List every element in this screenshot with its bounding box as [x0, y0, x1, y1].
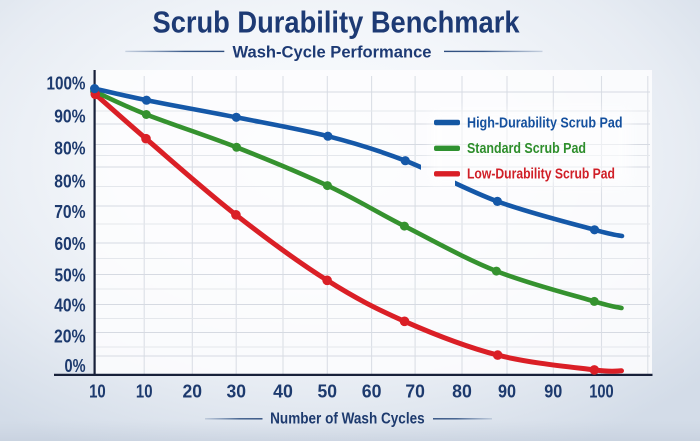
svg-text:10: 10	[89, 381, 106, 402]
svg-text:70: 70	[405, 381, 425, 402]
svg-text:40: 40	[273, 381, 293, 402]
svg-text:40%: 40%	[54, 295, 85, 316]
svg-text:20%: 20%	[54, 326, 86, 347]
svg-text:100%: 100%	[47, 72, 86, 93]
svg-text:Scrub Durability Benchmark: Scrub Durability Benchmark	[153, 5, 521, 40]
svg-text:High-Durability Scrub Pad: High-Durability Scrub Pad	[467, 114, 623, 131]
svg-text:60: 60	[362, 381, 382, 402]
svg-text:70%: 70%	[54, 201, 85, 222]
svg-text:80: 80	[452, 381, 472, 402]
svg-text:90%: 90%	[54, 105, 85, 126]
svg-text:20: 20	[183, 381, 203, 402]
svg-text:50%: 50%	[55, 265, 86, 286]
svg-text:100: 100	[589, 381, 613, 402]
svg-text:30: 30	[226, 381, 246, 402]
svg-text:60%: 60%	[55, 233, 86, 254]
svg-text:80%: 80%	[54, 170, 85, 191]
svg-text:90: 90	[498, 381, 516, 402]
svg-text:Number of Wash Cycles: Number of Wash Cycles	[270, 410, 425, 427]
svg-text:0%: 0%	[65, 355, 86, 376]
svg-text:Low-Durability Scrub Pad: Low-Durability Scrub Pad	[467, 166, 615, 183]
svg-text:Wash-Cycle Performance: Wash-Cycle Performance	[233, 43, 432, 62]
svg-text:90: 90	[544, 381, 562, 402]
svg-text:50: 50	[318, 381, 338, 402]
svg-text:80%: 80%	[54, 138, 85, 159]
svg-text:10: 10	[136, 381, 153, 402]
svg-text:Standard Scrub Pad: Standard Scrub Pad	[467, 140, 586, 157]
